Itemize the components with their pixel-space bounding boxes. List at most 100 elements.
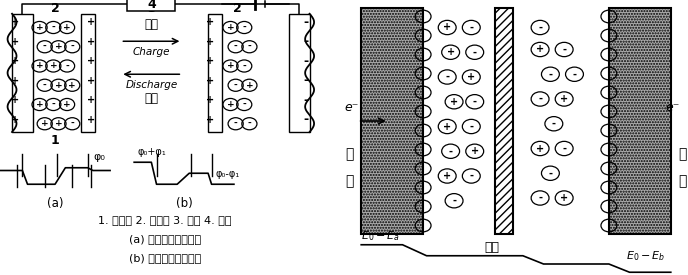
Text: φ₀: φ₀ [93, 152, 105, 162]
Text: Discharge: Discharge [125, 80, 178, 90]
Text: -: - [242, 62, 246, 70]
Text: +: + [206, 115, 214, 125]
Text: -: - [65, 62, 69, 70]
Text: -: - [242, 23, 246, 32]
Text: +: + [206, 95, 214, 105]
Text: +: + [443, 171, 451, 181]
Text: 极: 极 [345, 175, 354, 188]
Text: Charge: Charge [133, 47, 170, 57]
Text: 1. 双电层 2. 电解液 3. 电极 4. 负载: 1. 双电层 2. 电解液 3. 电极 4. 负载 [98, 215, 232, 225]
Text: +: + [11, 37, 19, 46]
Text: -: - [52, 100, 55, 109]
Bar [12, 14, 33, 132]
Text: -: - [538, 94, 542, 104]
Text: +: + [560, 94, 568, 104]
Text: -: - [452, 196, 456, 206]
Text: φ₀-φ₁: φ₀-φ₁ [215, 169, 239, 179]
Text: -: - [234, 119, 237, 128]
Text: +: + [87, 76, 95, 86]
Text: +: + [11, 17, 19, 27]
Text: +: + [206, 76, 214, 86]
Text: -: - [242, 100, 246, 109]
Text: +: + [36, 100, 43, 109]
Bar [127, 0, 175, 11]
Text: 3: 3 [147, 2, 155, 15]
Text: -: - [52, 23, 55, 32]
Text: -: - [303, 54, 308, 68]
Text: -: - [70, 42, 74, 51]
Text: +: + [11, 76, 19, 86]
Text: +: + [536, 144, 544, 153]
Text: 极: 极 [678, 175, 687, 188]
Text: +: + [443, 122, 451, 131]
Bar [80, 14, 94, 132]
Text: -: - [303, 74, 308, 87]
Text: -: - [473, 47, 477, 57]
Text: 2: 2 [233, 2, 241, 15]
Text: 4: 4 [147, 0, 155, 11]
Text: -: - [248, 42, 251, 51]
Text: +: + [471, 146, 479, 156]
Text: +: + [54, 81, 63, 90]
Text: (b): (b) [175, 197, 193, 210]
Text: -: - [548, 168, 552, 178]
Text: φ₀+φ₁: φ₀+φ₁ [138, 147, 166, 157]
Text: +: + [443, 23, 451, 32]
Text: e⁻: e⁻ [665, 101, 679, 114]
Text: -: - [303, 15, 308, 29]
Text: +: + [11, 95, 19, 105]
Text: +: + [87, 95, 95, 105]
Text: +: + [206, 56, 214, 66]
Text: +: + [450, 97, 458, 107]
Text: +: + [206, 37, 214, 46]
Text: -: - [562, 144, 566, 153]
Bar [208, 14, 222, 132]
Bar [289, 14, 310, 132]
Text: (b) 有外加电源时电位: (b) 有外加电源时电位 [129, 254, 202, 263]
Text: -: - [473, 97, 477, 107]
Text: +: + [226, 100, 235, 109]
Text: -: - [234, 81, 237, 90]
Text: +: + [36, 23, 43, 32]
Text: 电位: 电位 [484, 241, 499, 254]
Text: +: + [87, 115, 95, 125]
Text: -: - [303, 113, 308, 126]
Text: +: + [87, 56, 95, 66]
Bar [609, 8, 671, 234]
Text: -: - [234, 42, 237, 51]
Text: -: - [469, 171, 473, 181]
Text: +: + [54, 42, 63, 51]
Text: (a): (a) [47, 197, 63, 210]
Text: 放电: 放电 [144, 92, 158, 106]
Text: +: + [87, 17, 95, 27]
Text: -: - [43, 81, 47, 90]
Text: -: - [469, 23, 473, 32]
Text: 电: 电 [678, 147, 687, 161]
Text: -: - [303, 94, 308, 107]
Text: 2: 2 [51, 2, 59, 15]
Text: +: + [11, 115, 19, 125]
Text: +: + [560, 193, 568, 203]
Text: -: - [445, 72, 449, 82]
Text: -: - [70, 119, 74, 128]
Text: +: + [447, 47, 455, 57]
Text: -: - [538, 193, 542, 203]
Text: -: - [552, 119, 556, 129]
Text: +: + [246, 81, 253, 90]
Text: 1: 1 [51, 134, 59, 147]
Text: 电: 电 [345, 147, 354, 161]
Text: +: + [226, 23, 235, 32]
Text: $E_0-E_b$: $E_0-E_b$ [626, 249, 665, 263]
Text: -: - [538, 23, 542, 32]
Text: +: + [206, 17, 214, 27]
Text: +: + [41, 119, 49, 128]
Text: (a) 无外加电源时电位: (a) 无外加电源时电位 [129, 234, 201, 244]
Bar [495, 8, 513, 234]
Text: +: + [467, 72, 475, 82]
Text: -: - [303, 35, 308, 48]
Text: +: + [68, 81, 76, 90]
Text: +: + [63, 100, 71, 109]
Text: +: + [226, 62, 235, 70]
Text: -: - [449, 146, 453, 156]
Text: -: - [562, 45, 566, 54]
